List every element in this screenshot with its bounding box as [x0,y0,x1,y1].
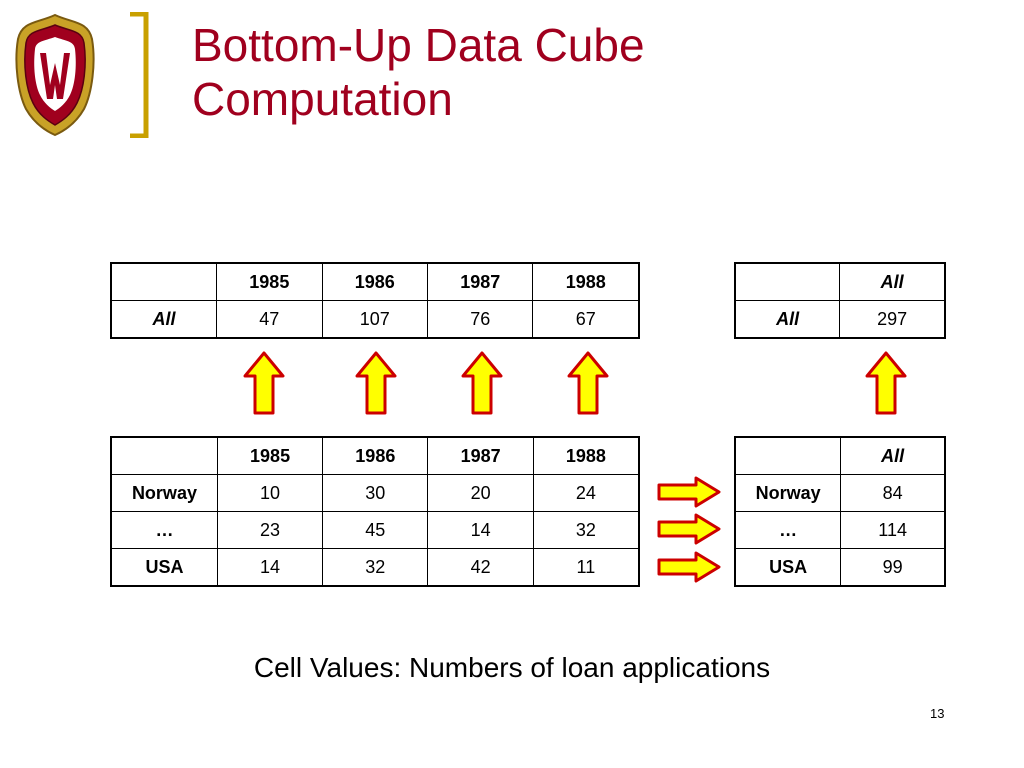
table-cell: 42 [427,548,534,587]
table-cell: 32 [532,511,640,549]
table-row: USA 99 [734,548,946,587]
table-header-cell [734,436,842,475]
row-label-cell: All [110,300,218,339]
slide-caption: Cell Values: Numbers of loan application… [253,652,771,683]
table-cell: 76 [427,300,534,339]
row-label-cell: USA [110,548,218,587]
table-cell: 84 [840,474,946,512]
top-year-aggregate-table: 1985 1986 1987 1988 All 47 107 76 67 [110,262,640,339]
table-row: … 114 [734,511,946,549]
row-label-cell: … [110,511,218,549]
row-label-cell: USA [734,548,842,587]
table-cell: 11 [532,548,640,587]
up-arrow-icon [355,351,397,415]
table-cell: 14 [216,548,324,587]
table-row: USA 14 32 42 11 [110,548,640,587]
table-header-cell: 1985 [216,436,324,475]
table-header-cell [110,436,218,475]
table-row: Norway 84 [734,474,946,512]
table-header-cell [734,262,841,301]
table-cell: 30 [322,474,429,512]
table-cell: 107 [321,300,429,339]
table-row: All 297 [734,300,946,339]
table-row: All 47 107 76 67 [110,300,640,339]
top-grand-total-table: All All 297 [734,262,946,339]
table-cell: 47 [216,300,323,339]
bottom-country-year-table: 1985 1986 1987 1988 Norway 10 30 20 24 …… [110,436,640,587]
row-label-cell: All [734,300,841,339]
table-header-cell: 1987 [427,262,534,301]
table-cell: 23 [216,511,324,549]
table-header-cell: 1987 [427,436,534,475]
table-header-cell [110,262,218,301]
table-cell: 67 [532,300,640,339]
table-header-row: 1985 1986 1987 1988 [110,262,640,301]
table-row: … 23 45 14 32 [110,511,640,549]
table-header-row: All [734,436,946,475]
up-arrow-icon [461,351,503,415]
row-label-cell: Norway [110,474,218,512]
slide-title-line-1: Bottom-Up Data Cube [192,19,645,71]
up-arrow-icon [865,351,907,415]
table-cell: 114 [840,511,946,549]
page-number: 13 [930,706,945,721]
table-header-cell: 1986 [322,436,429,475]
table-header-row: 1985 1986 1987 1988 [110,436,640,475]
row-label-cell: … [734,511,842,549]
table-cell: 14 [427,511,534,549]
up-arrow-icon [243,351,285,415]
right-arrow-icon [657,476,721,508]
table-header-cell: 1988 [532,436,640,475]
table-header-cell: 1986 [321,262,429,301]
table-header-cell: All [839,262,946,301]
table-cell: 24 [532,474,640,512]
table-row: Norway 10 30 20 24 [110,474,640,512]
table-cell: 20 [427,474,534,512]
university-crest-logo [15,13,95,137]
table-cell: 297 [839,300,946,339]
table-cell: 45 [322,511,429,549]
table-header-cell: All [840,436,946,475]
table-cell: 10 [216,474,324,512]
slide-title-line-2: Computation [192,73,453,125]
up-arrow-icon [567,351,609,415]
bottom-country-total-table: All Norway 84 … 114 USA 99 [734,436,946,587]
table-header-cell: 1985 [216,262,323,301]
table-cell: 99 [840,548,946,587]
row-label-cell: Norway [734,474,842,512]
table-header-cell: 1988 [532,262,640,301]
right-arrow-icon [657,513,721,545]
table-cell: 32 [322,548,429,587]
table-header-row: All [734,262,946,301]
slide-title: Bottom-Up Data Cube Computation [192,18,645,126]
title-bracket-decoration [130,12,149,138]
right-arrow-icon [657,551,721,583]
